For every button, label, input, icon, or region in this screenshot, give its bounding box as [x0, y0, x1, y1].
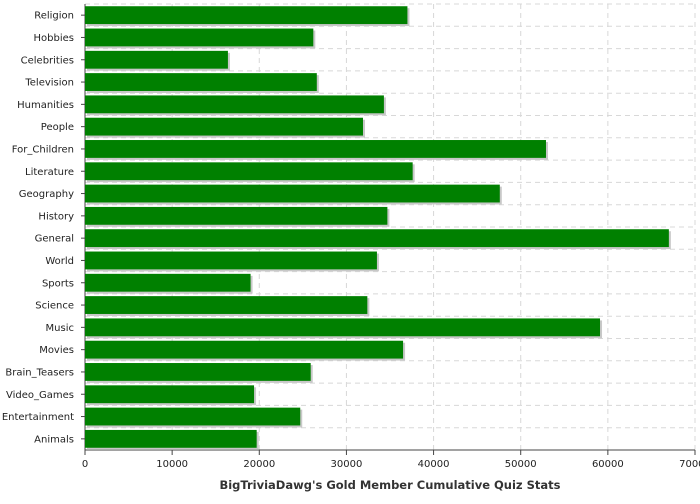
y-tick-label: Religion [34, 11, 74, 22]
y-tick-label: Television [24, 78, 74, 89]
y-tick-label: People [41, 122, 74, 133]
y-tick-label: Celebrities [21, 55, 74, 66]
y-tick-label: Entertainment [2, 412, 74, 423]
x-tick-label: 70000 [679, 459, 700, 470]
y-tick-label: World [45, 256, 74, 267]
bar [85, 162, 413, 181]
bar [85, 206, 388, 225]
bar [85, 50, 228, 69]
bar [85, 251, 377, 270]
y-tick-label: Animals [34, 434, 74, 445]
y-tick-label: Humanities [17, 100, 74, 111]
x-tick-label: 10000 [156, 459, 188, 470]
bar [85, 385, 255, 404]
bar [85, 95, 384, 114]
y-tick-label: History [38, 211, 74, 222]
bar [85, 318, 601, 337]
chart-title: BigTriviaDawg's Gold Member Cumulative Q… [219, 478, 560, 492]
x-tick-label: 20000 [243, 459, 275, 470]
bar [85, 6, 408, 25]
bar [85, 184, 500, 203]
bar [85, 229, 669, 248]
x-tick-label: 0 [82, 459, 88, 470]
y-tick-label: Literature [25, 167, 74, 178]
bar [85, 407, 301, 426]
y-tick-label: General [35, 234, 74, 245]
y-tick-label: Science [35, 301, 74, 312]
y-tick-label: Music [46, 323, 74, 334]
x-tick-label: 50000 [505, 459, 537, 470]
y-tick-label: Brain_Teasers [5, 367, 74, 378]
y-tick-label: Video_Games [6, 390, 74, 401]
y-tick-label: Geography [19, 189, 74, 200]
x-tick-label: 40000 [418, 459, 450, 470]
x-tick-label: 30000 [331, 459, 363, 470]
bar [85, 28, 314, 47]
y-tick-label: Movies [39, 345, 74, 356]
bar [85, 296, 368, 314]
bar [85, 429, 257, 448]
bar [85, 140, 546, 158]
bar [85, 340, 404, 359]
bar [85, 273, 251, 292]
bar [85, 73, 317, 91]
bar [85, 117, 363, 136]
x-tick-label: 60000 [592, 459, 624, 470]
bar [85, 363, 311, 381]
y-tick-label: For_Children [12, 144, 74, 155]
y-tick-label: Sports [42, 278, 74, 289]
y-tick-label: Hobbies [34, 33, 74, 44]
